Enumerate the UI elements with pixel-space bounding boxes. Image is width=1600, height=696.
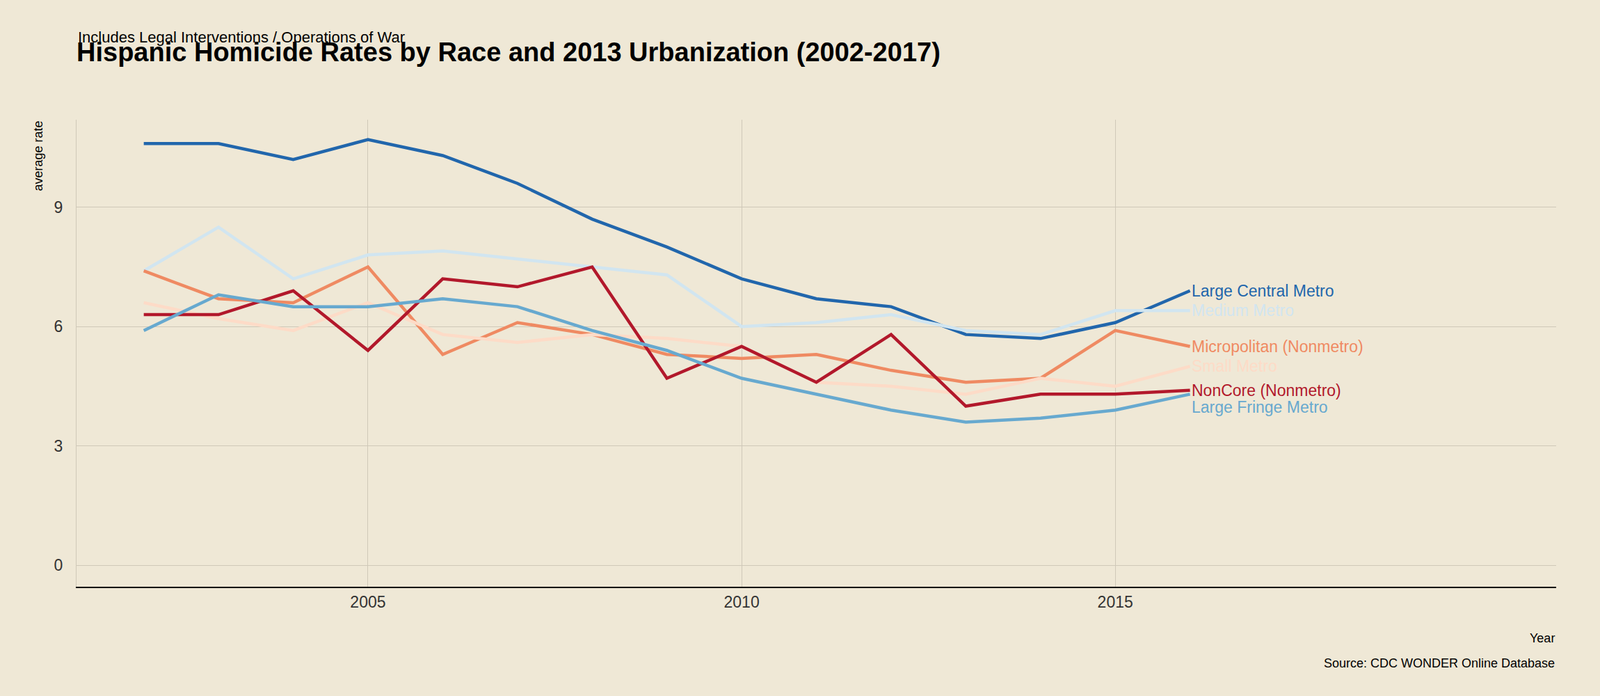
svg-text:Large Fringe Metro: Large Fringe Metro (1191, 397, 1328, 416)
svg-text:Year: Year (1529, 630, 1555, 645)
svg-text:2010: 2010 (723, 592, 759, 611)
svg-text:Hispanic Homicide Rates by Rac: Hispanic Homicide Rates by Race and 2013… (76, 37, 941, 67)
svg-text:Large Central Metro: Large Central Metro (1191, 281, 1335, 300)
svg-text:average rate: average rate (31, 120, 46, 191)
svg-text:Medium Metro: Medium Metro (1191, 301, 1294, 320)
svg-text:9: 9 (54, 198, 64, 217)
svg-text:Small Metro: Small Metro (1191, 356, 1278, 375)
svg-text:3: 3 (54, 436, 64, 455)
svg-text:Includes Legal Interventions /: Includes Legal Interventions / Operation… (77, 28, 405, 46)
svg-text:NonCore (Nonmetro): NonCore (Nonmetro) (1191, 381, 1342, 400)
svg-text:Source: CDC WONDER Online Data: Source: CDC WONDER Online Database (1323, 656, 1555, 670)
svg-text:6: 6 (54, 317, 64, 336)
svg-text:2015: 2015 (1097, 592, 1134, 611)
svg-text:2005: 2005 (349, 592, 386, 611)
svg-text:0: 0 (54, 555, 64, 574)
svg-text:Micropolitan (Nonmetro): Micropolitan (Nonmetro) (1191, 337, 1364, 356)
